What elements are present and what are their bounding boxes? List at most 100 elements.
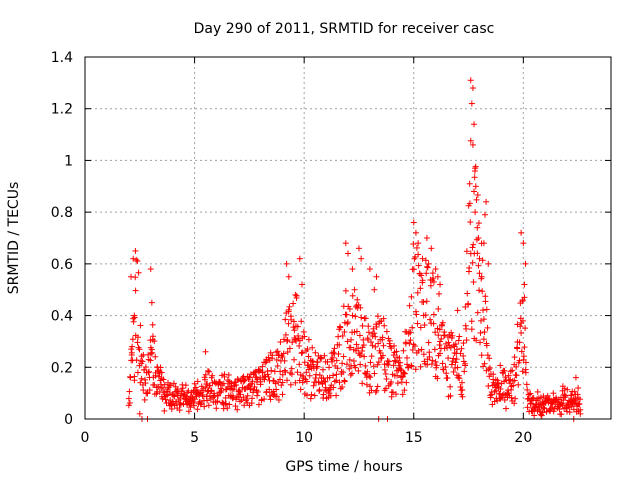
- data-point: [315, 379, 322, 386]
- data-point: [329, 358, 336, 365]
- data-point: [288, 371, 295, 378]
- data-point: [259, 363, 266, 370]
- data-point: [305, 353, 312, 360]
- data-point: [480, 316, 487, 323]
- data-point: [374, 313, 381, 320]
- data-point: [524, 404, 531, 411]
- data-point: [409, 346, 416, 353]
- data-point: [427, 282, 434, 289]
- data-point: [475, 235, 482, 241]
- data-point: [474, 309, 481, 316]
- data-point: [426, 349, 433, 356]
- data-point: [131, 312, 138, 319]
- data-point: [360, 342, 367, 349]
- y-tick-label: 1.4: [51, 50, 73, 66]
- data-point: [417, 363, 424, 370]
- data-point: [385, 358, 392, 365]
- data-point: [463, 325, 470, 332]
- data-point: [415, 262, 422, 269]
- data-point: [125, 395, 132, 402]
- data-point: [287, 381, 294, 388]
- data-point: [424, 263, 431, 270]
- data-point: [236, 388, 243, 395]
- data-point: [353, 341, 360, 348]
- data-point: [330, 372, 337, 379]
- data-point: [281, 367, 288, 374]
- data-point: [576, 396, 583, 403]
- data-point: [262, 359, 269, 366]
- data-point: [391, 357, 398, 364]
- data-point: [461, 368, 468, 375]
- data-point: [220, 380, 227, 387]
- data-point: [408, 293, 415, 300]
- data-point: [330, 384, 337, 391]
- data-point: [296, 342, 303, 349]
- data-point: [434, 375, 441, 382]
- data-point: [466, 200, 473, 207]
- data-point: [526, 391, 533, 398]
- data-point: [134, 339, 141, 346]
- data-point: [137, 322, 144, 329]
- data-point: [394, 380, 401, 387]
- data-point: [569, 401, 576, 408]
- data-point: [564, 408, 571, 415]
- data-point: [454, 307, 461, 314]
- x-tick-label: 0: [81, 430, 90, 446]
- data-point: [265, 354, 272, 361]
- data-point: [419, 255, 426, 262]
- data-point: [524, 386, 531, 393]
- data-point: [185, 387, 192, 394]
- data-point: [205, 402, 212, 409]
- y-tick-label: 0.2: [51, 360, 73, 376]
- data-point: [407, 329, 414, 336]
- data-point: [475, 262, 482, 269]
- data-point: [129, 336, 136, 343]
- data-point: [333, 377, 340, 384]
- y-tick-label: 1.2: [51, 102, 73, 118]
- data-point: [459, 386, 466, 393]
- data-point: [249, 395, 256, 402]
- data-point: [151, 338, 158, 345]
- data-point: [459, 393, 466, 400]
- data-point: [244, 384, 251, 391]
- data-point: [473, 337, 480, 344]
- data-point: [235, 377, 242, 384]
- data-point: [249, 378, 256, 385]
- data-point: [221, 373, 228, 380]
- data-point: [423, 270, 430, 277]
- data-point: [501, 367, 508, 374]
- data-point: [279, 379, 286, 386]
- data-point: [391, 342, 398, 349]
- data-point: [406, 340, 413, 347]
- data-point: [241, 402, 248, 409]
- data-point: [463, 248, 470, 255]
- data-point: [291, 356, 298, 363]
- data-point: [251, 369, 258, 376]
- data-point: [397, 359, 404, 366]
- data-point: [355, 245, 362, 252]
- data-point: [385, 362, 392, 369]
- data-point: [362, 315, 369, 322]
- data-point: [476, 270, 483, 277]
- data-point: [299, 349, 306, 356]
- data-point: [489, 401, 496, 408]
- data-point: [292, 379, 299, 386]
- data-point: [401, 387, 408, 394]
- data-point: [448, 329, 455, 336]
- data-point: [454, 346, 461, 353]
- data-point: [194, 378, 201, 385]
- data-point: [343, 311, 350, 318]
- data-point: [339, 383, 346, 390]
- data-point: [225, 371, 232, 378]
- data-point: [399, 391, 406, 398]
- data-point: [478, 352, 485, 359]
- data-point: [284, 337, 291, 344]
- data-point: [224, 405, 231, 412]
- data-point: [381, 361, 388, 368]
- data-point: [177, 401, 184, 408]
- data-point: [546, 395, 553, 402]
- data-point: [313, 365, 320, 372]
- data-point: [485, 366, 492, 373]
- data-point: [512, 395, 519, 402]
